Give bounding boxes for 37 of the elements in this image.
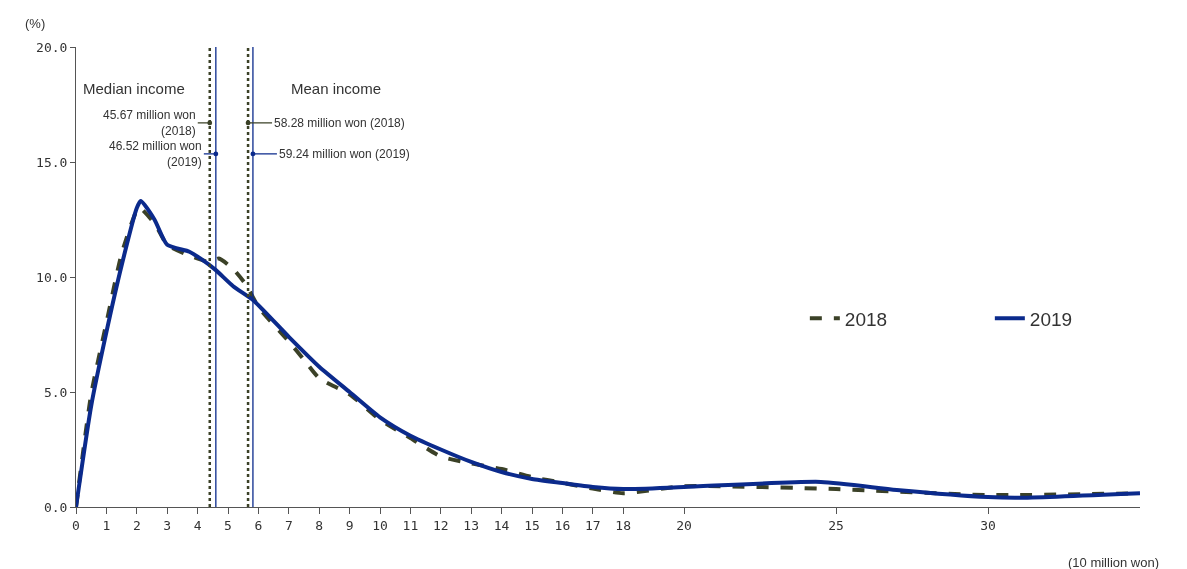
x-tick-label: 12 <box>432 517 449 533</box>
x-tick-label: 30 <box>980 517 996 533</box>
annotation: Mean income <box>291 80 382 97</box>
x-tick-label: 4 <box>193 517 202 533</box>
y-axis-title: (%) <box>25 16 46 31</box>
y-tick-label: 15.0 <box>36 154 68 170</box>
x-tick-label: 20 <box>676 517 692 533</box>
x-tick-label: 2 <box>132 517 141 533</box>
x-tick-label: 6 <box>254 517 263 533</box>
legend-label: 2019 <box>1029 308 1073 330</box>
annotation: 45.67 million won (2018) <box>103 108 196 138</box>
x-tick-label: 15 <box>524 517 540 533</box>
x-tick-label: 25 <box>828 517 844 533</box>
x-tick-label: 13 <box>463 517 480 533</box>
y-tick-label: 10.0 <box>36 269 68 285</box>
x-tick-label: 17 <box>584 517 601 533</box>
y-tick-label: 20.0 <box>36 39 68 55</box>
x-tick-label: 1 <box>102 517 111 533</box>
annotation: 46.52 million won (2019) <box>109 139 202 169</box>
x-axis-title: (10 million won) <box>1068 555 1160 569</box>
x-tick-label: 7 <box>284 517 293 533</box>
y-tick-label: 0.0 <box>43 499 68 515</box>
annotation: 58.28 million won (2018) <box>274 116 405 130</box>
x-tick-label: 0 <box>72 517 80 533</box>
x-tick-label: 8 <box>315 517 324 533</box>
x-tick-label: 9 <box>345 517 354 533</box>
x-tick-label: 10 <box>372 517 388 533</box>
annotation: 59.24 million won (2019) <box>279 147 410 161</box>
x-tick-label: 14 <box>493 517 510 533</box>
x-tick-label: 3 <box>163 517 172 533</box>
x-tick-label: 11 <box>402 517 419 533</box>
x-tick-label: 5 <box>224 517 232 533</box>
x-tick-label: 18 <box>615 517 632 533</box>
legend-label: 2018 <box>844 308 888 330</box>
y-tick-label: 5.0 <box>43 384 68 400</box>
x-tick-label: 16 <box>554 517 571 533</box>
annotation: Median income <box>83 80 185 97</box>
